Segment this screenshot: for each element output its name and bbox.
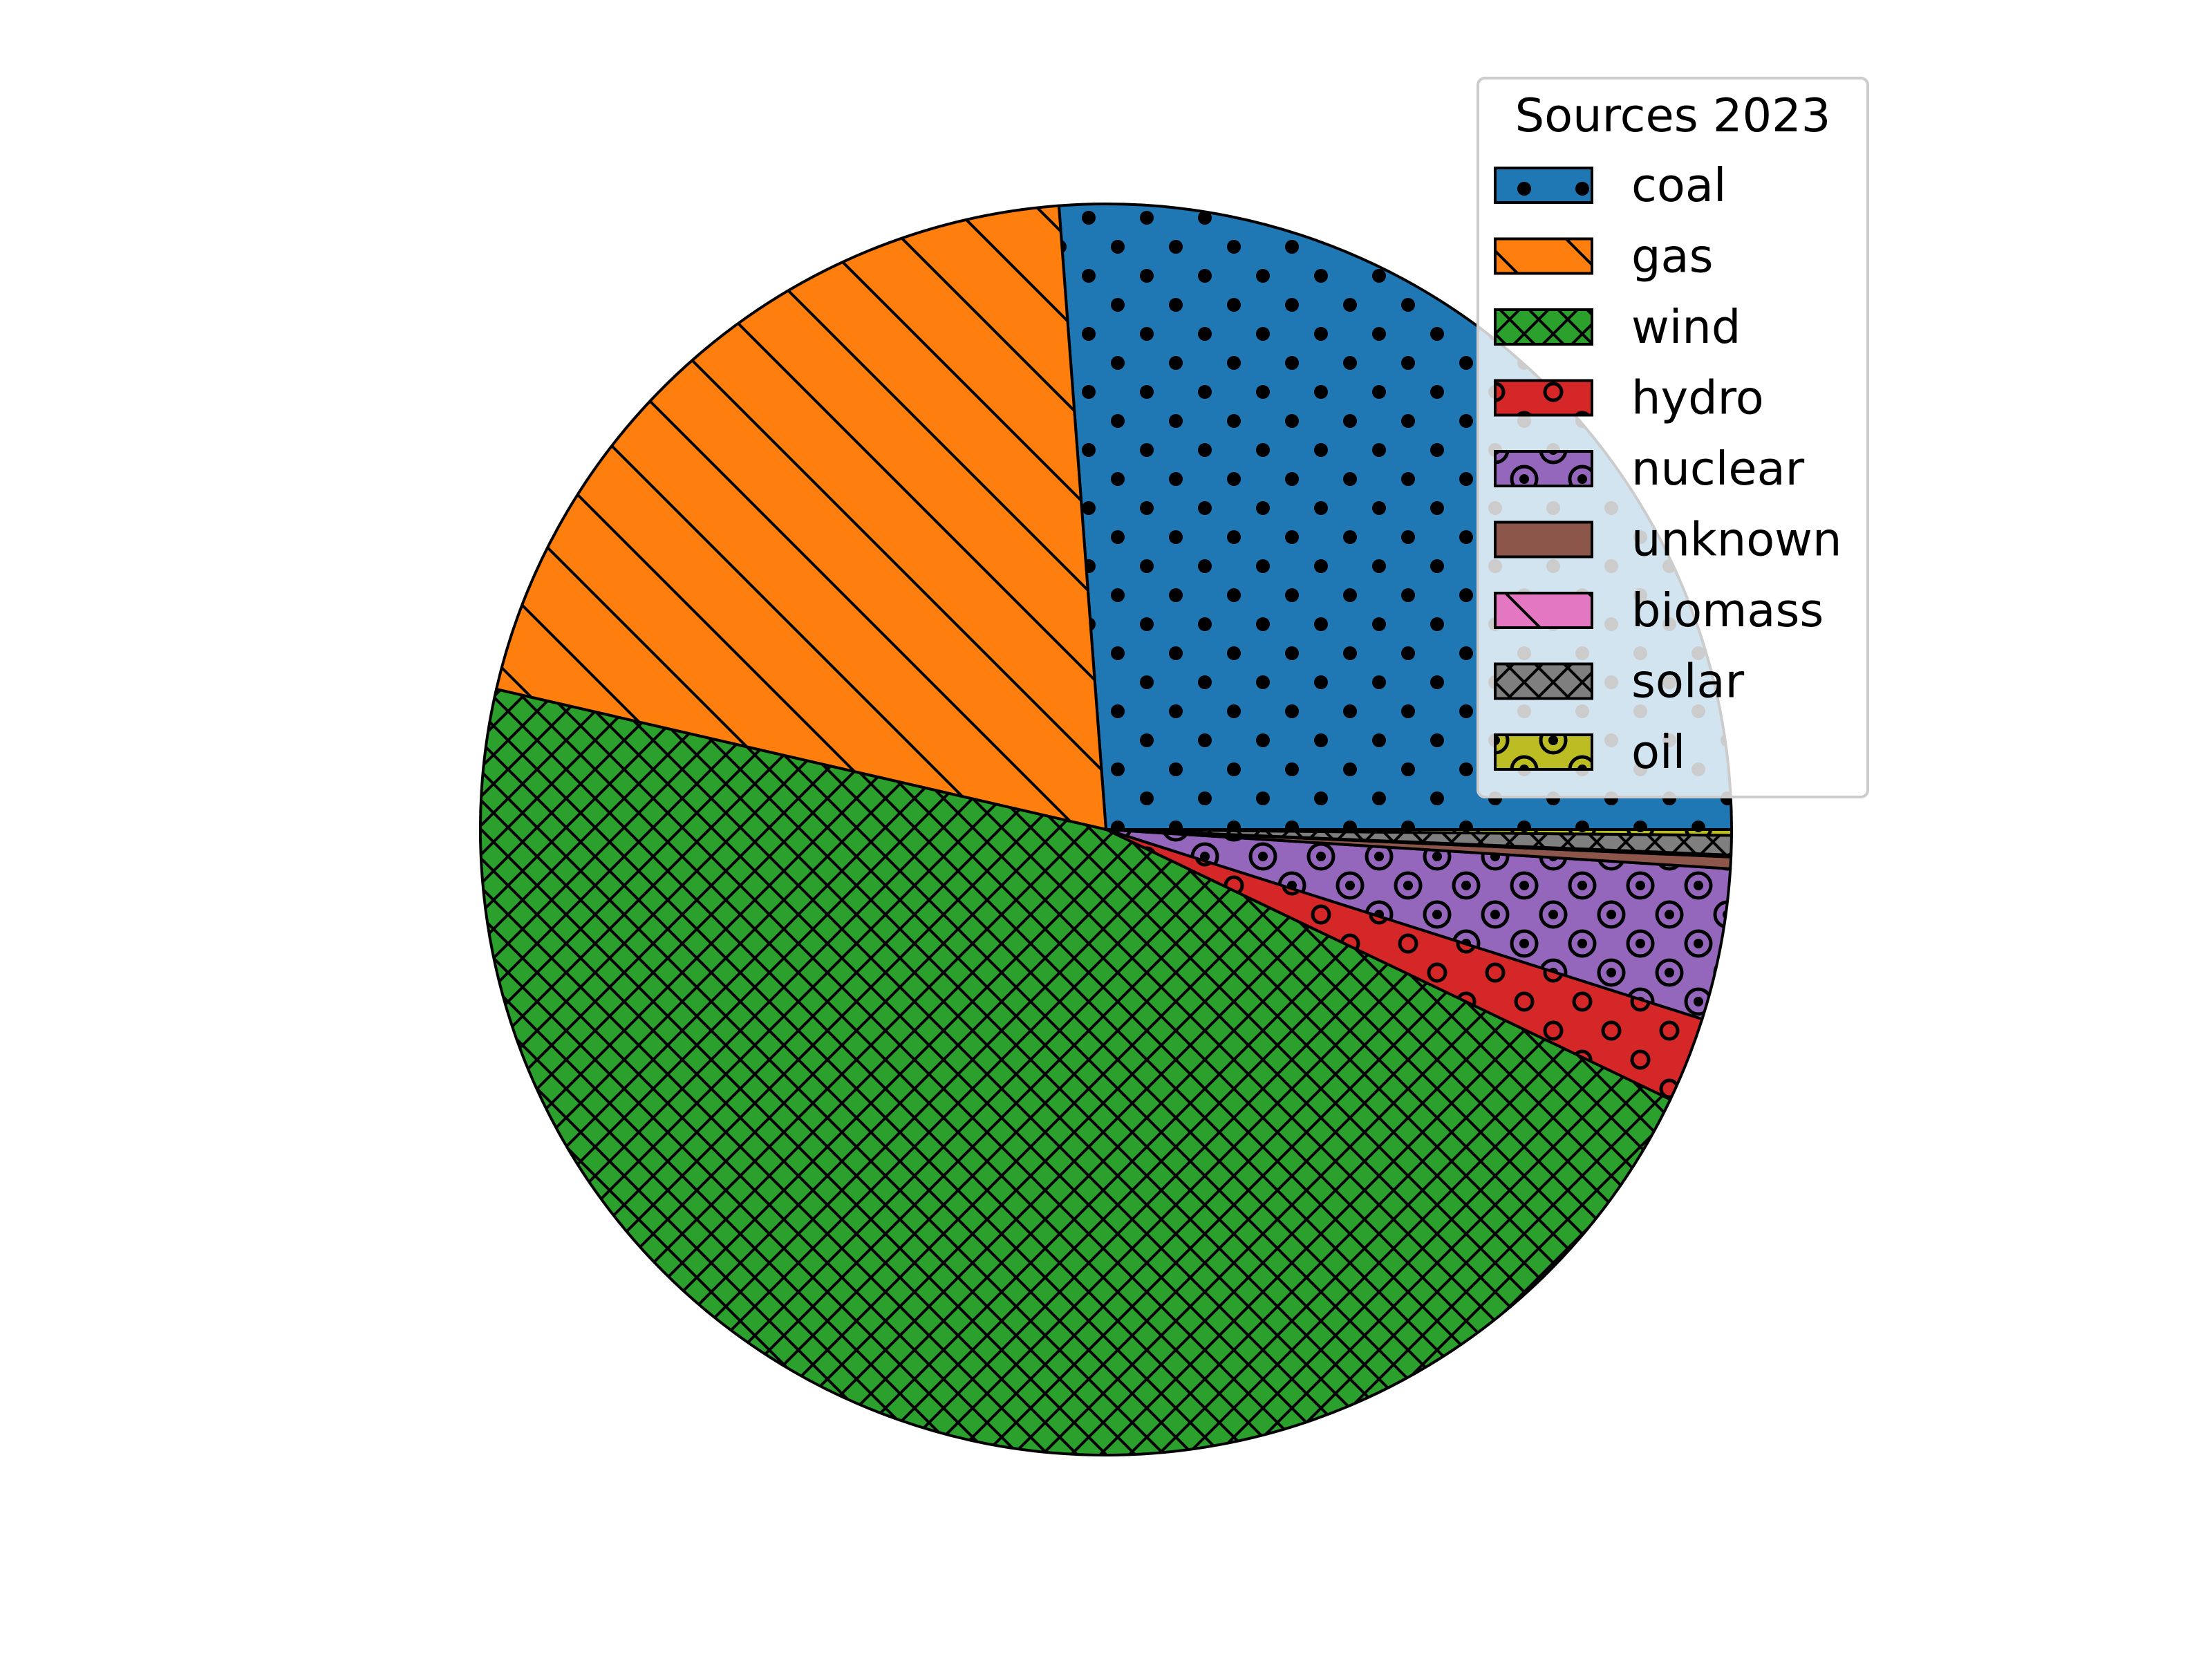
legend-item-wind: wind bbox=[1494, 300, 1741, 354]
legend-swatch-unknown bbox=[1494, 521, 1593, 559]
legend-swatch-oil bbox=[1494, 733, 1593, 771]
legend-label-unknown: unknown bbox=[1631, 513, 1841, 567]
legend-label-wind: wind bbox=[1631, 300, 1741, 354]
legend-swatch-hydro bbox=[1494, 379, 1593, 417]
pie-slice-wind bbox=[479, 688, 1672, 1456]
pie-slice-gas bbox=[495, 204, 1107, 831]
legend-item-unknown: unknown bbox=[1494, 513, 1841, 567]
legend-item-solar: solar bbox=[1494, 655, 1745, 709]
legend-label-gas: gas bbox=[1631, 229, 1714, 283]
legend-item-oil: oil bbox=[1494, 725, 1685, 779]
legend-label-nuclear: nuclear bbox=[1631, 442, 1805, 496]
legend-label-oil: oil bbox=[1631, 725, 1685, 779]
legend-swatch-nuclear bbox=[1494, 450, 1593, 487]
legend-swatch-gas bbox=[1494, 237, 1593, 275]
pie-slice-nuclear bbox=[1105, 828, 1732, 1021]
legend-label-solar: solar bbox=[1631, 655, 1745, 709]
legend-label-coal: coal bbox=[1631, 158, 1727, 212]
legend-item-biomass: biomass bbox=[1494, 583, 1824, 637]
legend: Sources 2023 coal gas wind hydro nuclear unkn… bbox=[1477, 77, 1869, 798]
legend-swatch-coal bbox=[1494, 167, 1593, 204]
legend-title: Sources 2023 bbox=[1515, 88, 1831, 142]
legend-swatch-wind bbox=[1494, 308, 1593, 346]
legend-swatch-biomass bbox=[1494, 592, 1593, 629]
pie-slice-oil bbox=[1105, 828, 1734, 837]
legend-item-hydro: hydro bbox=[1494, 371, 1764, 425]
legend-label-biomass: biomass bbox=[1631, 583, 1824, 637]
legend-item-gas: gas bbox=[1494, 229, 1714, 283]
legend-label-hydro: hydro bbox=[1631, 371, 1764, 425]
legend-swatch-solar bbox=[1494, 662, 1593, 700]
legend-item-coal: coal bbox=[1494, 158, 1727, 212]
legend-item-nuclear: nuclear bbox=[1494, 442, 1805, 496]
